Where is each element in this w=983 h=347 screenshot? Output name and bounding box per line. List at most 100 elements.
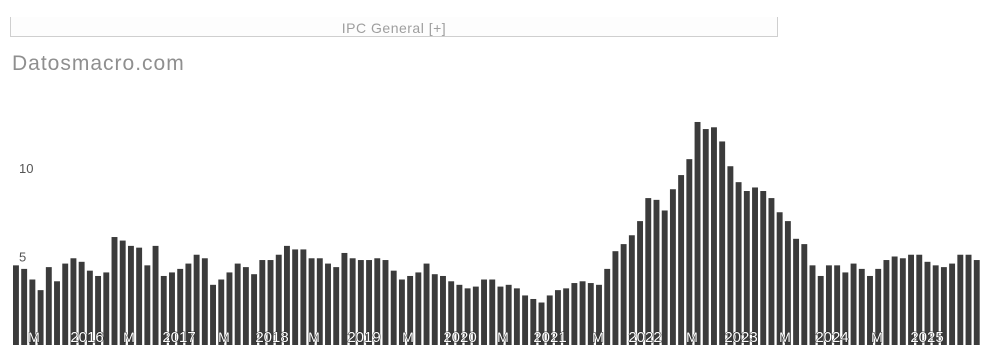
bar[interactable] xyxy=(686,159,693,345)
bar[interactable] xyxy=(809,265,816,345)
bar[interactable] xyxy=(341,252,348,345)
bar[interactable] xyxy=(596,284,602,345)
bar[interactable] xyxy=(579,281,586,345)
bar[interactable] xyxy=(497,286,504,345)
bar[interactable] xyxy=(489,279,496,345)
bar[interactable] xyxy=(711,127,717,345)
bar[interactable] xyxy=(448,281,455,345)
bar[interactable] xyxy=(612,251,619,345)
bar[interactable] xyxy=(834,265,841,345)
bar[interactable] xyxy=(719,141,726,345)
bar[interactable] xyxy=(620,244,627,345)
bar[interactable] xyxy=(768,198,775,345)
bar[interactable] xyxy=(481,279,487,345)
bar[interactable] xyxy=(940,267,947,345)
bar[interactable] xyxy=(456,284,463,345)
bar[interactable] xyxy=(415,272,422,345)
bar[interactable] xyxy=(119,240,126,345)
bar[interactable] xyxy=(694,121,701,345)
bar[interactable] xyxy=(760,191,767,345)
bar[interactable] xyxy=(382,260,389,345)
bar[interactable] xyxy=(505,284,512,345)
bar[interactable] xyxy=(54,281,60,345)
bar[interactable] xyxy=(957,254,964,345)
bar[interactable] xyxy=(95,275,102,345)
bar[interactable] xyxy=(858,268,865,345)
bar[interactable] xyxy=(308,258,315,345)
bar[interactable] xyxy=(234,263,241,345)
bar[interactable] xyxy=(637,221,644,345)
bar[interactable] xyxy=(357,260,364,345)
bar[interactable] xyxy=(21,268,28,345)
bar[interactable] xyxy=(949,263,956,345)
bar[interactable] xyxy=(932,265,939,345)
bar[interactable] xyxy=(177,268,184,345)
bar[interactable] xyxy=(349,258,356,345)
bar[interactable] xyxy=(29,279,36,345)
bar[interactable] xyxy=(801,244,808,345)
bar[interactable] xyxy=(464,288,471,345)
bar[interactable] xyxy=(267,260,274,345)
bar[interactable] xyxy=(374,258,381,345)
bar[interactable] xyxy=(776,212,783,345)
bar[interactable] xyxy=(653,199,660,345)
bar[interactable] xyxy=(390,270,397,345)
bar[interactable] xyxy=(669,189,676,345)
bar[interactable] xyxy=(793,238,800,345)
bar[interactable] xyxy=(366,260,373,345)
bar[interactable] xyxy=(522,295,529,345)
bar[interactable] xyxy=(661,210,668,345)
bar[interactable] xyxy=(103,272,110,345)
bar[interactable] xyxy=(111,237,118,345)
bar[interactable] xyxy=(316,258,323,345)
bar[interactable] xyxy=(743,191,750,345)
bar[interactable] xyxy=(973,260,980,345)
bar[interactable] xyxy=(554,290,561,345)
bar[interactable] xyxy=(563,288,570,345)
bar[interactable] xyxy=(193,254,200,345)
bar[interactable] xyxy=(127,245,134,345)
bar[interactable] xyxy=(472,286,479,345)
bar[interactable] xyxy=(160,275,167,345)
bar[interactable] xyxy=(201,258,208,345)
bar[interactable] xyxy=(423,263,430,345)
bar[interactable] xyxy=(86,270,93,345)
bar[interactable] xyxy=(283,245,290,345)
bar[interactable] xyxy=(916,254,923,345)
bar[interactable] xyxy=(259,260,266,345)
bar[interactable] xyxy=(440,275,446,345)
chart-title[interactable]: IPC General [+] xyxy=(341,20,447,36)
bar[interactable] xyxy=(546,295,553,345)
bar[interactable] xyxy=(325,263,331,345)
bar[interactable] xyxy=(645,198,652,345)
bar[interactable] xyxy=(899,258,906,345)
bar[interactable] xyxy=(242,267,249,345)
bar[interactable] xyxy=(218,279,225,345)
bar[interactable] xyxy=(251,274,258,345)
bar[interactable] xyxy=(867,275,873,345)
bar[interactable] xyxy=(407,275,414,345)
bar[interactable] xyxy=(37,290,44,345)
bar[interactable] xyxy=(817,275,824,345)
bar[interactable] xyxy=(144,265,151,345)
chart-title-box[interactable]: IPC General [+] xyxy=(10,17,778,37)
bar[interactable] xyxy=(752,187,758,345)
bar[interactable] xyxy=(842,272,849,345)
bar[interactable] xyxy=(735,182,742,345)
bar[interactable] xyxy=(62,263,69,345)
bar[interactable] xyxy=(965,254,972,345)
bar[interactable] xyxy=(152,245,159,345)
bar[interactable] xyxy=(604,268,611,345)
bar[interactable] xyxy=(300,249,307,345)
bar[interactable] xyxy=(825,265,832,345)
bar[interactable] xyxy=(530,298,537,345)
bar[interactable] xyxy=(185,263,192,345)
bar[interactable] xyxy=(78,261,85,345)
bar[interactable] xyxy=(702,129,709,345)
bar[interactable] xyxy=(45,267,52,345)
bar[interactable] xyxy=(292,249,299,345)
bar[interactable] xyxy=(136,247,143,345)
bar[interactable] xyxy=(275,254,282,345)
bar[interactable] xyxy=(727,166,734,345)
bar[interactable] xyxy=(70,258,77,345)
